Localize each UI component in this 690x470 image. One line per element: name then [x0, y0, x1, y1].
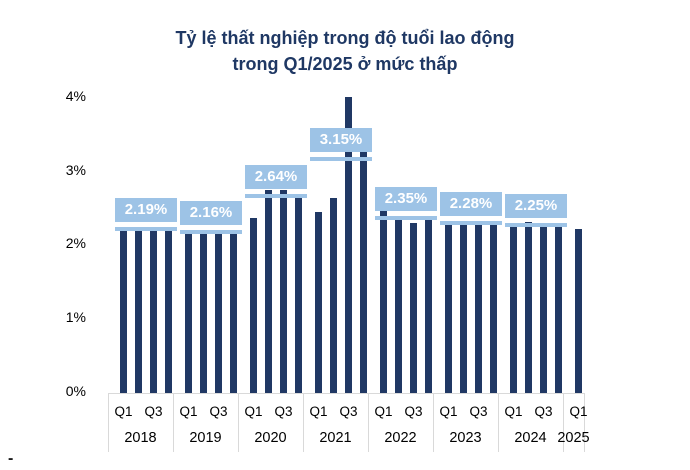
bar-2018-q2	[135, 229, 142, 393]
bar-2019-q3	[215, 230, 222, 393]
x-tick-q1-2019: Q1	[179, 404, 198, 419]
bar-2020-q3	[280, 189, 287, 393]
y-axis-label-3pct: 3%	[65, 161, 86, 178]
bar-2019-q4	[230, 232, 237, 393]
y-axis-label-1pct: 1%	[65, 309, 86, 326]
x-tick-q1-2025: Q1	[569, 404, 588, 419]
bar-2018-q4	[165, 230, 172, 393]
year-label-2025: 2025	[557, 430, 590, 446]
avg-label-2020: 2.64%	[245, 165, 307, 190]
bar-2023-q1	[445, 224, 452, 393]
year-divider-3	[303, 393, 304, 452]
bar-2023-q4	[490, 224, 497, 393]
bar-2024-q3	[540, 224, 547, 393]
avg-label-2018: 2.19%	[115, 198, 177, 223]
x-tick-q1-2020: Q1	[244, 404, 263, 419]
chart-title: Tỷ lệ thất nghiệp trong độ tuổi lao động…	[0, 25, 690, 77]
x-tick-q3-2020: Q3	[274, 404, 293, 419]
bar-2024-q2	[525, 221, 532, 393]
avg-label-2019: 2.16%	[180, 200, 242, 225]
x-tick-q3-2021: Q3	[339, 404, 358, 419]
bar-2022-q1	[380, 209, 387, 393]
stray-dash-mark: -	[8, 450, 14, 467]
year-divider-5	[433, 393, 434, 452]
x-tick-q1-2021: Q1	[309, 404, 328, 419]
avg-line-2023	[440, 220, 502, 225]
avg-line-2019	[180, 229, 242, 234]
avg-label-2024: 2.25%	[505, 193, 567, 218]
year-label-2020: 2020	[254, 430, 287, 446]
bar-2022-q2	[395, 219, 402, 393]
year-label-2023: 2023	[449, 430, 482, 446]
x-tick-q1-2024: Q1	[504, 404, 523, 419]
year-label-2022: 2022	[384, 430, 417, 446]
y-axis-label-4pct: 4%	[65, 87, 86, 104]
x-tick-q3-2018: Q3	[144, 404, 163, 419]
bar-2021-q1	[315, 212, 322, 393]
avg-label-2023: 2.28%	[440, 191, 502, 216]
bar-2021-q3	[345, 97, 352, 393]
bar-2022-q3	[410, 222, 417, 393]
year-divider-6	[498, 393, 499, 452]
year-divider-0	[108, 393, 109, 452]
x-tick-q1-2022: Q1	[374, 404, 393, 419]
year-label-2024: 2024	[514, 430, 547, 446]
chart-title-line1: Tỷ lệ thất nghiệp trong độ tuổi lao động	[175, 28, 515, 48]
avg-line-2020	[245, 194, 307, 199]
avg-line-2024	[505, 222, 567, 227]
bar-2021-q2	[330, 197, 337, 393]
year-divider-8	[584, 393, 585, 452]
year-label-2018: 2018	[124, 430, 157, 446]
y-axis-label-0pct: 0%	[65, 383, 86, 399]
bar-2019-q1	[185, 230, 192, 393]
bar-2020-q2	[265, 189, 272, 393]
year-divider-4	[368, 393, 369, 452]
bar-2019-q2	[200, 231, 207, 393]
bar-2025-q1	[575, 228, 582, 393]
bar-2020-q4	[295, 194, 302, 393]
bar-2022-q4	[425, 219, 432, 393]
chart-title-line2: trong Q1/2025 ở mức thấp	[232, 54, 458, 74]
bar-2024-q1	[510, 225, 517, 393]
x-axis-line	[108, 393, 584, 394]
avg-line-2022	[375, 215, 437, 220]
year-divider-1	[173, 393, 174, 452]
year-label-2019: 2019	[189, 430, 222, 446]
year-label-2021: 2021	[319, 430, 352, 446]
bar-2020-q1	[250, 218, 257, 393]
bar-2018-q1	[120, 228, 127, 393]
bar-2024-q4	[555, 227, 562, 393]
x-tick-q3-2024: Q3	[534, 404, 553, 419]
bar-2018-q3	[150, 228, 157, 393]
x-tick-q3-2022: Q3	[404, 404, 423, 419]
x-tick-q3-2023: Q3	[469, 404, 488, 419]
avg-line-2018	[115, 227, 177, 232]
avg-label-2022: 2.35%	[375, 186, 437, 211]
y-axis-label-2pct: 2%	[65, 235, 86, 252]
x-tick-q3-2019: Q3	[209, 404, 228, 419]
avg-line-2021	[310, 156, 372, 161]
year-divider-2	[238, 393, 239, 452]
year-divider-7	[563, 393, 564, 452]
x-tick-q1-2018: Q1	[114, 404, 133, 419]
bar-2021-q4	[360, 151, 367, 393]
avg-label-2021: 3.15%	[310, 127, 372, 152]
bar-2023-q2	[460, 221, 467, 393]
bar-2023-q3	[475, 221, 482, 393]
x-tick-q1-2023: Q1	[439, 404, 458, 419]
